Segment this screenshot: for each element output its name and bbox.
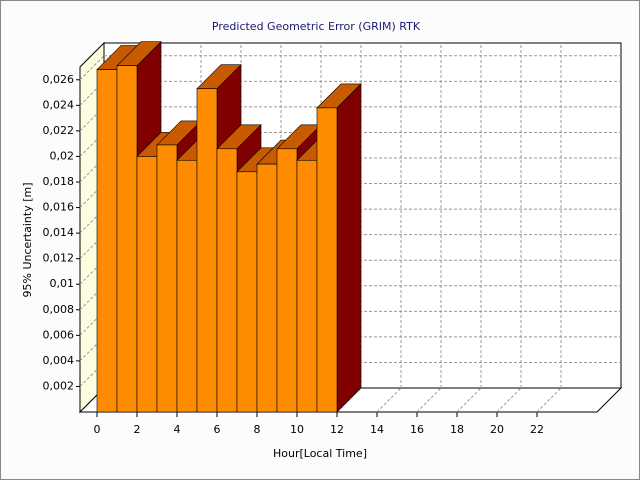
- grid-line: [496, 387, 522, 413]
- y-axis-label: 95% Uncertainty [m]: [21, 182, 34, 297]
- x-tick-label: 8: [254, 423, 261, 436]
- y-tick-label: 0,016: [43, 201, 75, 214]
- bar: [176, 159, 198, 413]
- bar: [156, 144, 178, 413]
- x-tick-label: 6: [214, 423, 221, 436]
- y-tick-label: 0,002: [43, 379, 75, 392]
- x-tick-label: 4: [174, 423, 181, 436]
- grid-line: [416, 387, 442, 413]
- x-tick-label: 2: [134, 423, 141, 436]
- grid-line: [79, 55, 105, 81]
- bar: [296, 159, 318, 413]
- x-tick-label: 14: [370, 423, 384, 436]
- y-tick-label: 0,018: [43, 175, 75, 188]
- y-tick-label: 0,024: [43, 98, 75, 111]
- x-tick-label: 12: [330, 423, 344, 436]
- bar-side: [336, 83, 362, 413]
- grid-line: [79, 157, 105, 183]
- bar: [116, 65, 138, 413]
- grid-line: [79, 132, 105, 157]
- y-tick-label: 0,02: [50, 149, 75, 162]
- grid-line: [79, 234, 105, 260]
- grid-line: [376, 387, 402, 413]
- y-tick-label: 0,008: [43, 303, 75, 316]
- x-tick-label: 10: [290, 423, 304, 436]
- y-tick-label: 0,004: [43, 354, 75, 367]
- grid-line: [79, 310, 105, 336]
- bar: [196, 88, 218, 413]
- x-tick-label: 22: [530, 423, 544, 436]
- chart-title: Predicted Geometric Error (GRIM) RTK: [212, 20, 421, 33]
- grid-line: [79, 336, 105, 362]
- x-tick-label: 16: [410, 423, 424, 436]
- grid-line: [79, 362, 105, 387]
- y-tick-label: 0,026: [43, 73, 75, 86]
- grid-line: [79, 208, 105, 234]
- x-axis-label: Hour[Local Time]: [273, 447, 367, 460]
- y-tick-label: 0,022: [43, 124, 75, 137]
- x-tick-label: 18: [450, 423, 464, 436]
- bar: [236, 171, 258, 413]
- grid-line: [456, 387, 482, 413]
- bar: [96, 69, 118, 413]
- y-tick-label: 0,01: [50, 277, 75, 290]
- bar: [316, 107, 338, 413]
- grid-line: [79, 106, 105, 132]
- x-tick-label: 0: [94, 423, 101, 436]
- grid-line: [79, 183, 105, 208]
- y-tick-label: 0,006: [43, 328, 75, 341]
- y-tick-label: 0,012: [43, 252, 75, 265]
- grid-line: [536, 387, 562, 413]
- x-tick-label: 20: [490, 423, 504, 436]
- bar: [136, 156, 158, 413]
- bar: [216, 148, 238, 413]
- grid-line: [79, 80, 105, 106]
- grid-line: [79, 259, 105, 285]
- bar: [276, 148, 298, 413]
- bar: [256, 163, 278, 413]
- y-tick-label: 0,014: [43, 226, 75, 239]
- grid-line: [79, 285, 105, 311]
